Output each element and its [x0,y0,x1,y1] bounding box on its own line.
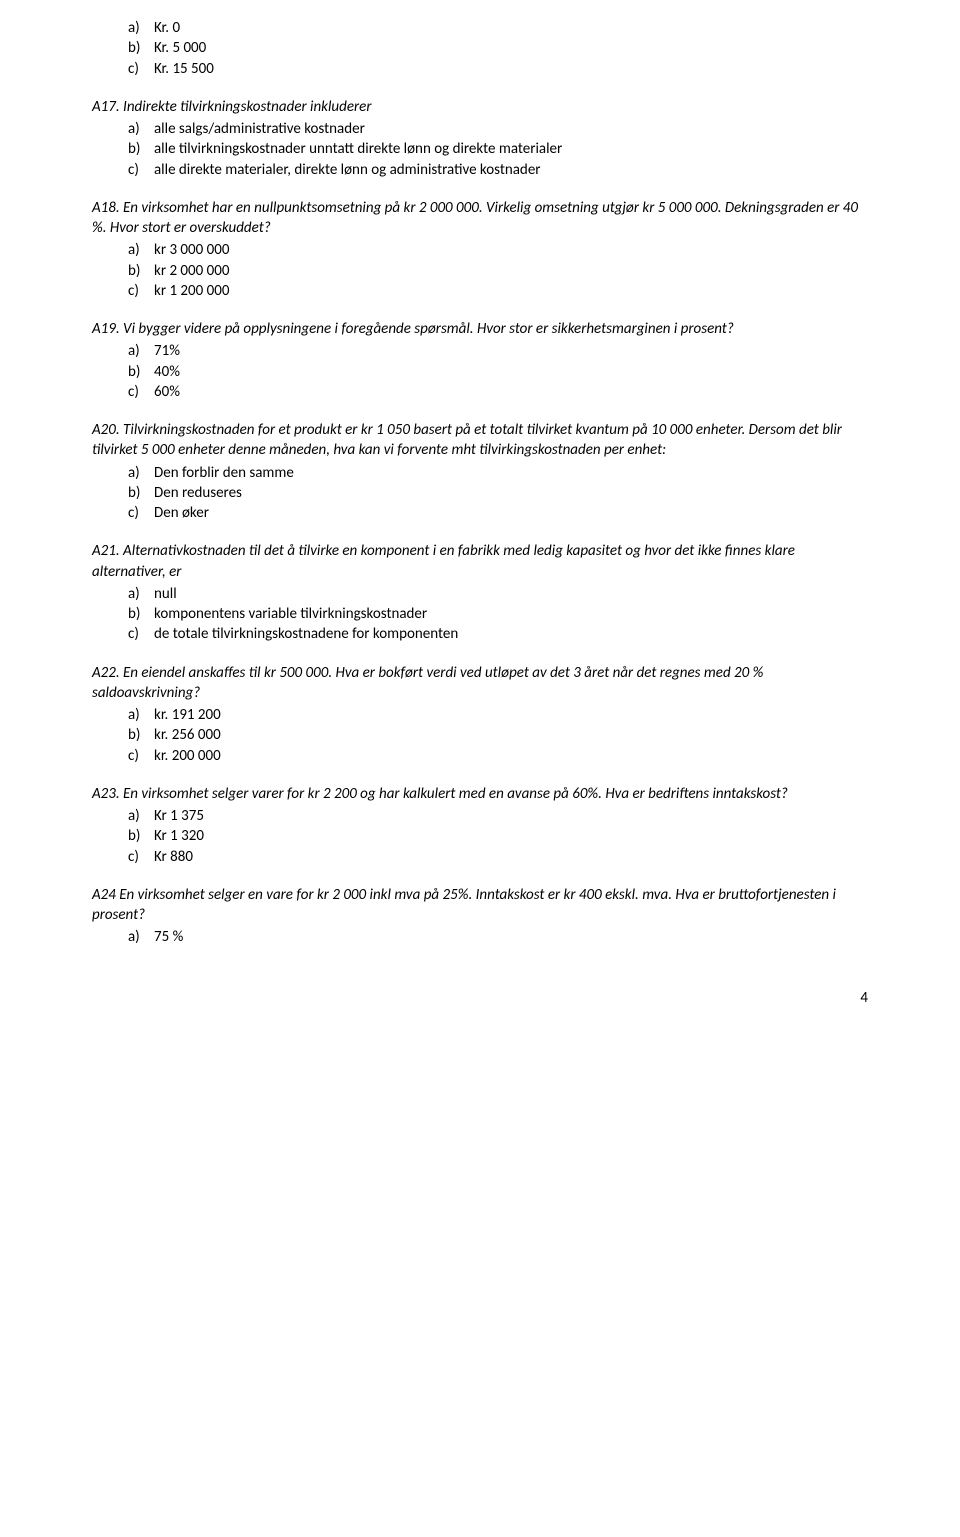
option-row: a)kr 3 000 000 [128,240,868,260]
option-row: a)75 % [128,927,868,947]
option-text: 60% [154,382,180,402]
option-list: a)75 % [128,927,868,947]
option-text: alle direkte materialer, direkte lønn og… [154,160,541,180]
option-letter: b) [128,483,154,503]
option-row: c)kr. 200 000 [128,746,868,766]
option-text: Kr. 15 500 [154,59,214,79]
option-text: kr 3 000 000 [154,240,229,260]
option-list: a)71%b)40%c)60% [128,341,868,402]
option-letter: b) [128,826,154,846]
option-letter: c) [128,503,154,523]
option-letter: c) [128,624,154,644]
option-row: c)60% [128,382,868,402]
option-row: b)alle tilvirkningskostnader unntatt dir… [128,139,868,159]
option-row: c)Kr 880 [128,847,868,867]
option-letter: c) [128,382,154,402]
question-intro: A21. Alternativkostnaden til det å tilvi… [92,541,868,582]
question-intro: A22. En eiendel anskaffes til kr 500 000… [92,663,868,704]
option-letter: a) [128,927,154,947]
option-letter: c) [128,160,154,180]
option-row: c)de totale tilvirkningskostnadene for k… [128,624,868,644]
option-text: null [154,584,177,604]
option-row: a)Kr 1 375 [128,806,868,826]
option-list: a)Den forblir den sammeb)Den reduseresc)… [128,463,868,524]
option-text: Kr. 5 000 [154,38,206,58]
page-number: 4 [92,988,868,1008]
option-letter: b) [128,725,154,745]
option-text: alle salgs/administrative kostnader [154,119,365,139]
option-row: a)kr. 191 200 [128,705,868,725]
option-row: b)Kr 1 320 [128,826,868,846]
option-text: kr. 191 200 [154,705,221,725]
option-row: b)kr. 256 000 [128,725,868,745]
option-letter: b) [128,362,154,382]
question-intro: A20. Tilvirkningskostnaden for et produk… [92,420,868,461]
orphan-option-list: a)Kr. 0b)Kr. 5 000c)Kr. 15 500 [128,18,868,79]
option-text: Kr. 0 [154,18,180,38]
option-letter: a) [128,806,154,826]
option-letter: b) [128,38,154,58]
option-text: 75 % [154,927,183,947]
option-row: b)40% [128,362,868,382]
option-row: a)Kr. 0 [128,18,868,38]
option-text: kr. 256 000 [154,725,221,745]
option-row: c)Den øker [128,503,868,523]
option-row: c)alle direkte materialer, direkte lønn … [128,160,868,180]
option-letter: c) [128,847,154,867]
option-row: a)71% [128,341,868,361]
option-text: 71% [154,341,180,361]
option-letter: a) [128,240,154,260]
option-row: b)komponentens variable tilvirkningskost… [128,604,868,624]
option-list: a)kr. 191 200b)kr. 256 000c)kr. 200 000 [128,705,868,766]
option-list: a)nullb)komponentens variable tilvirknin… [128,584,868,645]
option-text: kr 2 000 000 [154,261,229,281]
option-list: a)alle salgs/administrative kostnaderb)a… [128,119,868,180]
option-letter: a) [128,463,154,483]
option-text: 40% [154,362,180,382]
option-letter: c) [128,59,154,79]
option-text: kr. 200 000 [154,746,221,766]
question-intro: A24 En virksomhet selger en vare for kr … [92,885,868,926]
option-row: c)kr 1 200 000 [128,281,868,301]
option-row: b)Den reduseres [128,483,868,503]
option-row: a)alle salgs/administrative kostnader [128,119,868,139]
option-row: b)Kr. 5 000 [128,38,868,58]
option-letter: c) [128,281,154,301]
option-text: Den reduseres [154,483,242,503]
option-text: Kr 1 375 [154,806,204,826]
question-intro: A19. Vi bygger videre på opplysningene i… [92,319,868,339]
option-letter: b) [128,604,154,624]
option-row: c)Kr. 15 500 [128,59,868,79]
question-intro: A23. En virksomhet selger varer for kr 2… [92,784,868,804]
option-text: alle tilvirkningskostnader unntatt direk… [154,139,562,159]
option-text: Den forblir den samme [154,463,294,483]
option-row: b)kr 2 000 000 [128,261,868,281]
option-text: Kr 1 320 [154,826,204,846]
question-intro: A17. Indirekte tilvirkningskostnader ink… [92,97,868,117]
option-letter: b) [128,261,154,281]
option-letter: a) [128,18,154,38]
question-intro: A18. En virksomhet har en nullpunktsomse… [92,198,868,239]
option-row: a)null [128,584,868,604]
option-letter: a) [128,119,154,139]
option-list: a)Kr 1 375b)Kr 1 320c)Kr 880 [128,806,868,867]
option-text: de totale tilvirkningskostnadene for kom… [154,624,458,644]
option-text: kr 1 200 000 [154,281,229,301]
option-list: a)kr 3 000 000b)kr 2 000 000c)kr 1 200 0… [128,240,868,301]
option-row: a)Den forblir den samme [128,463,868,483]
option-letter: a) [128,705,154,725]
option-letter: c) [128,746,154,766]
option-letter: b) [128,139,154,159]
option-letter: a) [128,341,154,361]
option-text: Kr 880 [154,847,193,867]
option-text: Den øker [154,503,209,523]
option-letter: a) [128,584,154,604]
option-text: komponentens variable tilvirkningskostna… [154,604,427,624]
